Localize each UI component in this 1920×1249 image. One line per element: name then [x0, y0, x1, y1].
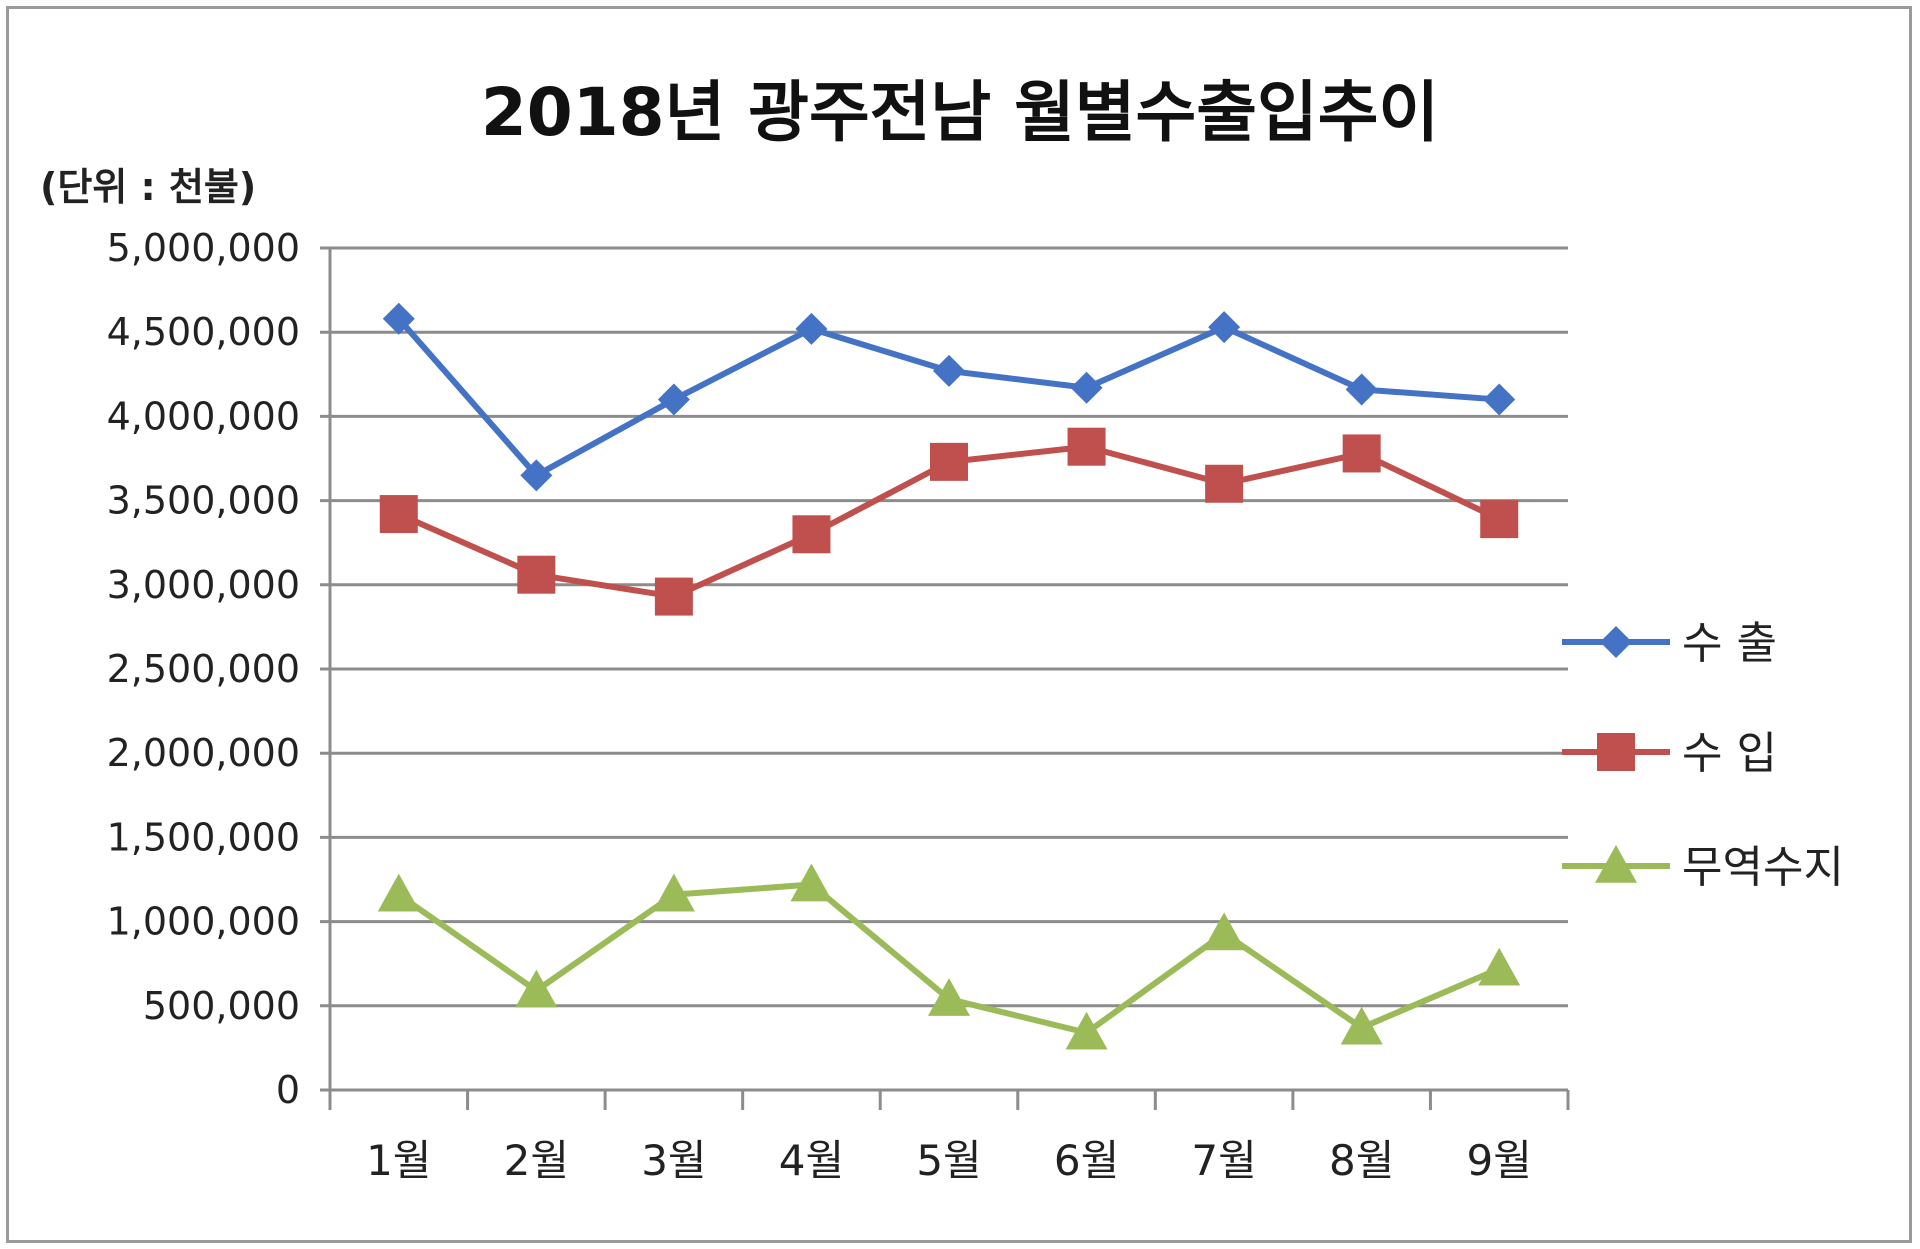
- data-point: [928, 978, 970, 1016]
- data-point: [1067, 427, 1106, 466]
- data-point: [515, 969, 558, 1008]
- series-group: [377, 302, 1521, 1050]
- y-tick-label: 500,000: [143, 984, 300, 1028]
- x-tick-label: 9월: [1467, 1136, 1532, 1185]
- y-tick-label: 3,500,000: [107, 479, 300, 523]
- data-point: [517, 555, 556, 594]
- data-point: [933, 354, 965, 387]
- legend-item: 무역수지: [1562, 842, 1844, 893]
- legend-marker: [1595, 845, 1637, 883]
- x-tick-label: 3월: [641, 1136, 706, 1185]
- data-point: [379, 495, 418, 534]
- y-tick-label: 5,000,000: [107, 226, 300, 270]
- legend-item: 수 입: [1562, 728, 1777, 779]
- data-point: [1340, 1006, 1383, 1045]
- legend-label: 수 출: [1682, 618, 1777, 669]
- data-point: [1478, 947, 1521, 986]
- y-tick-label: 3,000,000: [107, 563, 300, 607]
- unit-label: (단위 : 천불): [40, 165, 256, 209]
- chart-frame: [6, 6, 1912, 1243]
- data-point: [795, 312, 828, 345]
- x-tick-label: 4월: [779, 1136, 844, 1185]
- data-point: [1203, 912, 1246, 951]
- data-point: [657, 383, 690, 416]
- legend-label: 수 입: [1682, 728, 1777, 779]
- data-point: [1205, 464, 1244, 503]
- legend-label: 무역수지: [1682, 842, 1844, 893]
- data-point: [1480, 500, 1519, 539]
- data-point: [1345, 373, 1378, 406]
- y-tick-label: 4,000,000: [107, 394, 300, 438]
- chart-title: 2018년 광주전남 월별수출입추이: [481, 74, 1439, 151]
- y-axis: 0 500,000 1,000,000 1,500,000 2,000,000 2,500…: [107, 226, 332, 1112]
- y-tick-label: 2,000,000: [107, 731, 300, 775]
- y-tick-label: 2,500,000: [107, 647, 300, 691]
- data-point: [1208, 311, 1241, 344]
- legend-item: 수 출: [1562, 618, 1777, 669]
- legend-marker: [1597, 733, 1635, 771]
- data-point: [520, 459, 553, 492]
- series-3: [377, 863, 1521, 1050]
- legend-marker: [1600, 626, 1632, 658]
- data-point: [654, 577, 693, 616]
- data-point: [792, 515, 831, 554]
- series-2: [379, 427, 1519, 616]
- data-point: [790, 863, 833, 902]
- y-tick-label: 1,000,000: [107, 900, 300, 944]
- data-point: [1065, 1011, 1108, 1050]
- series-1: [382, 302, 1516, 492]
- data-point: [377, 873, 420, 912]
- data-point: [1483, 383, 1516, 416]
- x-tick-label: 5월: [916, 1136, 981, 1185]
- data-point: [382, 302, 415, 335]
- data-point: [1342, 434, 1381, 473]
- x-tick-label: 8월: [1329, 1136, 1394, 1185]
- x-tick-label: 7월: [1191, 1136, 1256, 1185]
- x-axis: 1월 2월 3월 4월 5월 6월 7월 8월 9월: [328, 1090, 1570, 1185]
- x-tick-label: 2월: [504, 1136, 569, 1185]
- y-tick-label: 1,500,000: [107, 815, 300, 859]
- data-point: [1070, 371, 1103, 404]
- y-tick-label: 0: [276, 1068, 300, 1112]
- x-tick-label: 6월: [1054, 1136, 1119, 1185]
- x-tick-label: 1월: [366, 1136, 431, 1185]
- y-tick-label: 4,500,000: [107, 310, 300, 354]
- data-point: [930, 442, 968, 481]
- data-point: [652, 873, 695, 912]
